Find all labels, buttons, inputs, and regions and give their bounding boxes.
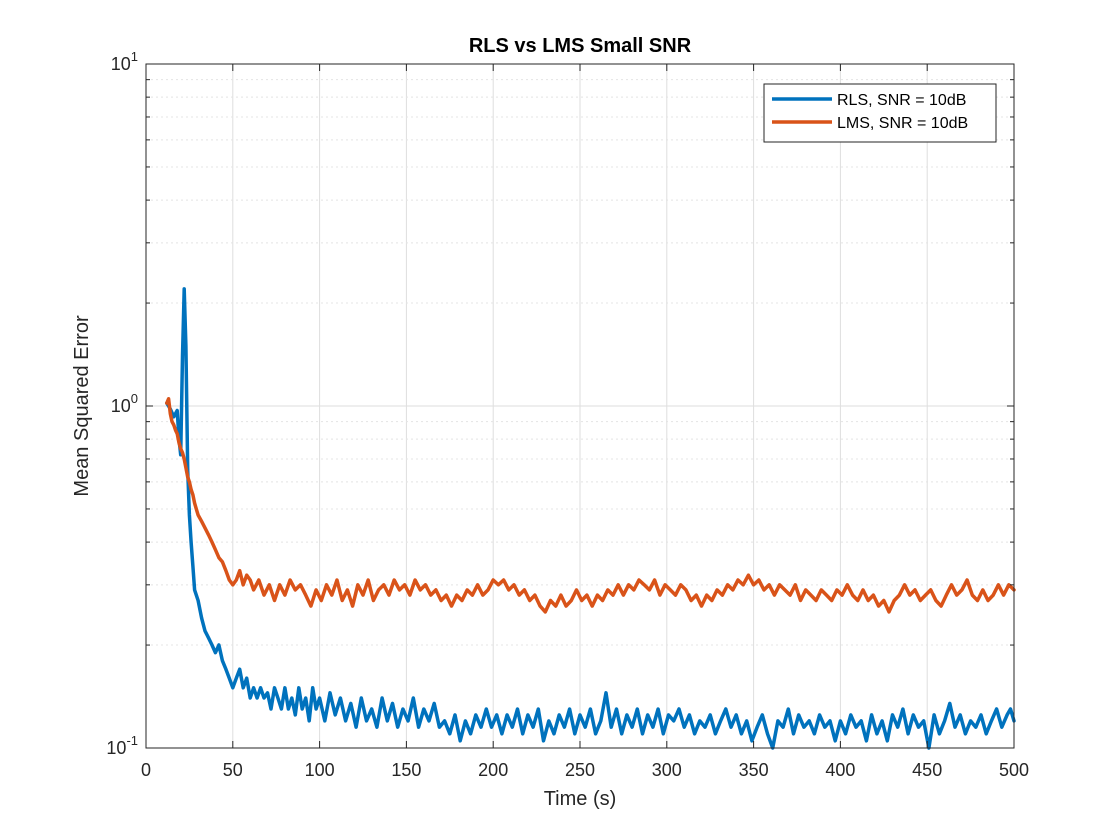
y-tick-label: 100 <box>111 391 138 416</box>
series-layer <box>165 287 1016 750</box>
x-tick-label: 400 <box>825 760 855 780</box>
x-axis-label: Time (s) <box>544 788 617 810</box>
chart-title: RLS vs LMS Small SNR <box>469 35 692 57</box>
x-tick-label: 450 <box>912 760 942 780</box>
y-axis-label: Mean Squared Error <box>71 315 93 497</box>
x-tick-label: 50 <box>223 760 243 780</box>
x-tick-label: 250 <box>565 760 595 780</box>
series-line-lms <box>165 397 1016 614</box>
legend-label: LMS, SNR = 10dB <box>837 115 968 132</box>
ticks: 0 50 100 150 200 250 300 350 400 450 500 10-1 100 101 <box>106 49 1029 780</box>
grid <box>146 64 1014 748</box>
x-tick-label: 150 <box>391 760 421 780</box>
legend-box <box>763 83 997 143</box>
legend-label: RLS, SNR = 10dB <box>837 92 966 109</box>
series-line-rls <box>165 287 1016 750</box>
x-tick-label: 100 <box>305 760 335 780</box>
legend: RLS, SNR = 10dB LMS, SNR = 10dB <box>763 83 997 143</box>
y-tick-label: 10-1 <box>106 733 138 758</box>
y-tick-label: 101 <box>111 49 138 74</box>
x-tick-label: 200 <box>478 760 508 780</box>
x-tick-label: 350 <box>739 760 769 780</box>
x-tick-label: 500 <box>999 760 1029 780</box>
x-tick-label: 300 <box>652 760 682 780</box>
x-tick-label: 0 <box>141 760 151 780</box>
